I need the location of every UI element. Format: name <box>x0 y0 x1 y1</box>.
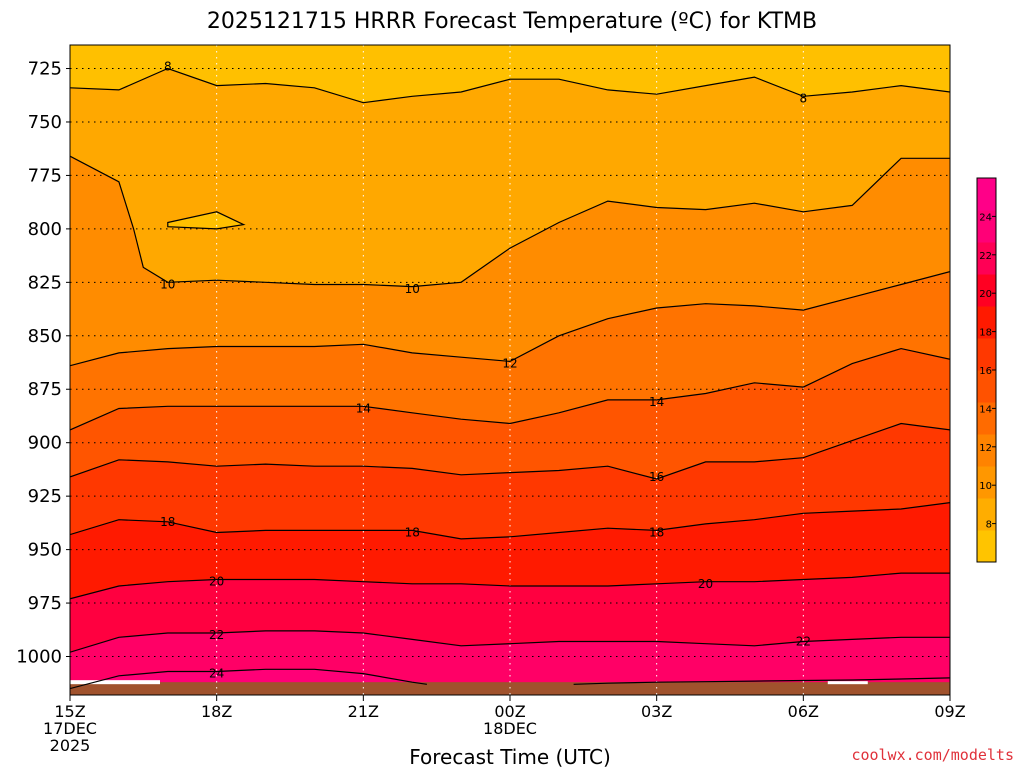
y-tick-label: 750 <box>28 112 62 133</box>
x-tick-label: 03Z <box>641 702 672 721</box>
y-tick-label: 875 <box>28 379 62 400</box>
contour-line-16 <box>70 422 950 480</box>
colorbar-segment <box>977 498 996 531</box>
x-tick-label: 2025 <box>50 736 91 755</box>
contour-line-8 <box>70 67 950 104</box>
colorbar-tick-label: 24 <box>979 212 992 223</box>
colorbar-segment <box>977 466 996 499</box>
contour-label-12: 12 <box>502 357 517 371</box>
y-tick-label: 800 <box>28 219 62 240</box>
ground-layer <box>70 680 950 695</box>
contour-label-10: 10 <box>160 277 175 291</box>
x-tick-label: 09Z <box>934 702 965 721</box>
contour-label-8: 8 <box>164 59 172 73</box>
colorbar-tick-label: 10 <box>979 481 992 492</box>
contour-label-14: 14 <box>649 395 664 409</box>
x-tick-label: 06Z <box>788 702 819 721</box>
colorbar-segment <box>977 274 996 307</box>
x-tick-label: 21Z <box>348 702 379 721</box>
colorbar: 8 10 12 14 16 18 20 22 24 <box>976 177 997 563</box>
colorbar-segment <box>977 402 996 435</box>
contour-line-24 <box>70 668 427 690</box>
x-tick-label: 00Z <box>494 702 525 721</box>
contour-label-24: 24 <box>209 667 224 681</box>
y-tick-label: 950 <box>28 540 62 561</box>
contour-line-22 <box>70 630 950 653</box>
colorbar-segment <box>977 530 996 563</box>
y-tick-label: 825 <box>28 272 62 293</box>
colorbar-segment <box>977 370 996 403</box>
contour-label-22: 22 <box>796 635 811 649</box>
y-tick-label: 900 <box>28 433 62 454</box>
colorbar-tick-label: 22 <box>979 251 992 262</box>
contour-label-20: 20 <box>698 577 713 591</box>
colorbar-segment <box>977 338 996 371</box>
colorbar-tick-label: 16 <box>979 366 992 377</box>
colorbar-segment <box>977 434 996 467</box>
contour-label-10: 10 <box>405 282 420 296</box>
y-tick-label: 975 <box>28 593 62 614</box>
grid-lines <box>70 45 950 695</box>
contour-label-18: 18 <box>649 526 664 540</box>
x-tick-label: 15Z <box>54 702 85 721</box>
contour-label-14: 14 <box>356 401 371 415</box>
colorbar-tick-label: 20 <box>979 289 992 300</box>
colorbar-tick-label: 8 <box>986 520 992 531</box>
ground-edge-right <box>827 681 868 685</box>
contour-line-8 <box>167 211 246 230</box>
contour-label-20: 20 <box>209 575 224 589</box>
y-axis-ticks: 725 750 775 800 825 850 875 900 925 950 975 1000 <box>16 59 70 668</box>
y-tick-label: 775 <box>28 165 62 186</box>
contour-line-18 <box>70 502 950 540</box>
contour-line-24 <box>573 677 950 685</box>
colorbar-segment <box>977 306 996 339</box>
contour-line-10 <box>70 155 950 288</box>
contour-lines: 8 8 10 10 12 14 14 16 18 18 18 20 20 22 22 24 <box>70 59 950 690</box>
colorbar-tick-label: 18 <box>979 328 992 339</box>
y-tick-label: 850 <box>28 326 62 347</box>
contour-label-18: 18 <box>160 515 175 529</box>
contour-label-8: 8 <box>800 91 808 105</box>
colorbar-tick-label: 14 <box>979 404 992 415</box>
ground-edge-left <box>70 680 160 685</box>
x-tick-label: 18DEC <box>483 719 537 738</box>
y-tick-label: 925 <box>28 486 62 507</box>
contour-label-22: 22 <box>209 628 224 642</box>
contour-label-16: 16 <box>649 470 664 484</box>
x-tick-label: 17DEC <box>43 719 97 738</box>
ground-surface <box>70 682 950 695</box>
colorbar-tick-label: 12 <box>979 443 992 454</box>
contour-line-12 <box>70 271 950 367</box>
plot-area: 8 8 10 10 12 14 14 16 18 18 18 20 20 22 22 24 <box>70 45 950 695</box>
temperature-fill-bands <box>70 45 950 695</box>
colorbar-segment <box>977 242 996 275</box>
x-tick-label: 18Z <box>201 702 232 721</box>
contour-line-20 <box>70 572 950 600</box>
y-tick-label: 1000 <box>16 647 62 668</box>
y-tick-label: 725 <box>28 59 62 80</box>
colorbar-segment <box>977 210 996 243</box>
colorbar-segment <box>977 178 996 211</box>
watermark[interactable]: coolwx.com/modelts <box>851 746 1014 764</box>
x-axis-label: Forecast Time (UTC) <box>409 745 611 768</box>
contour-label-18: 18 <box>405 526 420 540</box>
chart-title: 2025121715 HRRR Forecast Temperature (ºC… <box>207 9 817 34</box>
contour-line-14 <box>70 347 950 431</box>
